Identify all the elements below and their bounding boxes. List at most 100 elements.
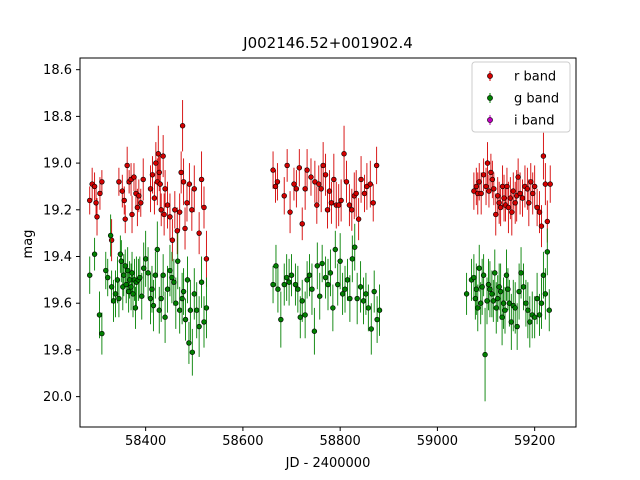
x-tick-label: 58800 — [319, 434, 360, 449]
data-point — [281, 281, 287, 288]
data-point — [309, 286, 315, 292]
data-point — [191, 291, 197, 297]
data-point — [182, 225, 188, 232]
data-point — [354, 295, 360, 302]
data-point — [370, 200, 376, 206]
data-point — [360, 298, 367, 304]
data-point — [169, 237, 176, 243]
data-point — [509, 209, 515, 215]
data-point — [536, 209, 543, 215]
data-point — [502, 307, 508, 313]
data-point — [198, 279, 205, 285]
data-point — [339, 291, 346, 297]
y-tick-label: 19.4 — [43, 250, 72, 265]
data-point — [542, 181, 549, 187]
data-point — [520, 284, 527, 290]
data-point — [544, 249, 551, 255]
data-point — [482, 351, 488, 358]
data-point — [325, 281, 331, 288]
data-point — [544, 218, 551, 225]
data-point — [270, 281, 276, 288]
data-point — [512, 305, 518, 311]
legend-entry: i band — [487, 114, 554, 129]
data-point — [299, 298, 305, 304]
data-point — [160, 272, 166, 278]
data-point — [196, 230, 202, 236]
data-point — [87, 272, 93, 278]
data-point — [516, 288, 522, 295]
legend: r band g band i band — [471, 61, 571, 133]
data-point — [103, 267, 109, 274]
data-point — [317, 293, 323, 299]
data-point — [314, 202, 320, 208]
data-point — [504, 183, 510, 190]
data-point — [497, 288, 504, 295]
x-tick-label: 58600 — [222, 434, 263, 449]
data-point — [495, 295, 501, 302]
data-point — [118, 258, 125, 264]
data-point — [337, 258, 343, 264]
data-point — [126, 277, 133, 283]
data-point — [122, 263, 128, 269]
data-point — [124, 162, 130, 169]
data-point — [322, 274, 329, 281]
data-point — [518, 270, 524, 276]
data-point — [99, 330, 105, 337]
data-point — [105, 274, 111, 281]
data-point — [514, 323, 520, 330]
data-point — [156, 169, 162, 176]
data-point — [505, 204, 512, 211]
data-point — [493, 211, 499, 218]
data-point — [108, 284, 115, 290]
legend-label: r band — [514, 70, 556, 85]
data-point — [304, 277, 310, 283]
data-point — [140, 176, 146, 183]
data-point — [476, 265, 482, 271]
data-point — [496, 200, 502, 206]
data-point — [472, 295, 479, 302]
data-point — [357, 284, 364, 290]
y-tick-label: 19.6 — [43, 297, 72, 312]
data-point — [485, 281, 492, 288]
x-axis-label: JD - 2400000 — [285, 456, 371, 471]
data-point — [270, 167, 276, 173]
data-point — [473, 286, 480, 292]
data-point — [117, 251, 124, 257]
data-point — [327, 270, 334, 276]
data-point — [155, 151, 161, 157]
data-point — [342, 286, 348, 292]
data-point — [87, 197, 93, 204]
data-point — [198, 176, 205, 183]
data-point — [180, 288, 187, 295]
data-point — [506, 300, 513, 306]
data-point — [176, 209, 183, 215]
data-point — [488, 169, 494, 176]
data-point — [287, 209, 293, 215]
data-point — [284, 162, 290, 169]
data-point — [311, 328, 318, 334]
y-tick-label: 19.0 — [43, 157, 72, 172]
data-point — [288, 272, 295, 278]
data-point — [538, 223, 545, 229]
data-point — [517, 190, 523, 197]
data-point — [487, 286, 493, 292]
data-point — [500, 300, 507, 306]
data-point — [272, 183, 279, 190]
data-point — [531, 183, 538, 190]
data-point — [480, 172, 487, 178]
data-point — [349, 207, 355, 213]
data-point — [194, 307, 200, 313]
data-point — [344, 277, 351, 283]
legend-label: i band — [514, 114, 554, 129]
data-point — [373, 162, 380, 169]
axes: 58400 58600 58800 59000 59200 18.6 18.8 19.0 19.… — [43, 57, 577, 449]
data-point — [471, 188, 477, 194]
data-point — [349, 256, 356, 262]
series-g-band — [87, 214, 552, 402]
data-point — [203, 256, 210, 262]
plot-area — [87, 100, 553, 402]
data-point — [112, 291, 119, 297]
data-point — [527, 319, 533, 325]
data-point — [132, 305, 139, 311]
data-point — [306, 272, 313, 278]
